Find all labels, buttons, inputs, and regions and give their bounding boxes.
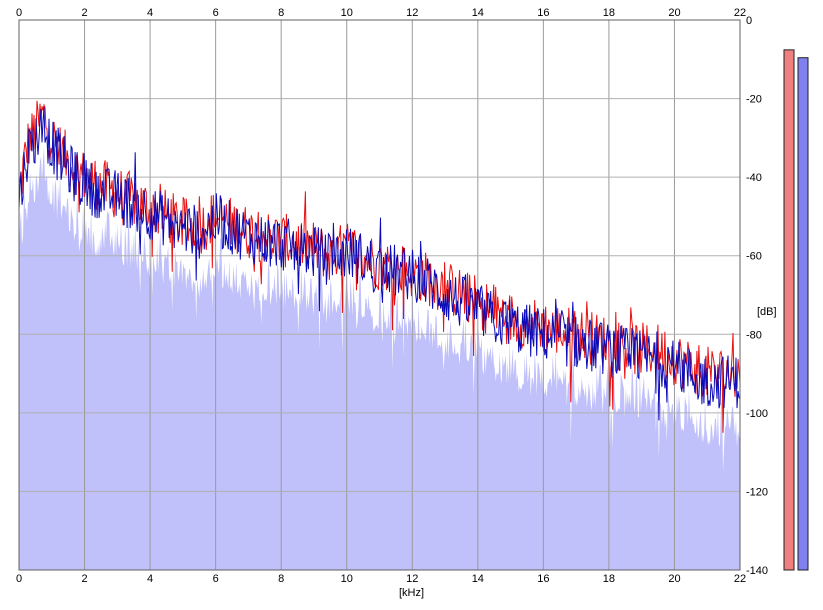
x-tick-label-top: 20 [668,7,680,19]
x-tick-label-top: 10 [341,7,353,19]
x-tick-label-bottom: 2 [81,573,87,585]
x-tick-label-bottom: 16 [537,573,549,585]
plot-area [18,19,741,571]
y-axis-unit-label: [dB] [757,306,777,318]
plot-border [18,19,741,571]
y-tick-label: 0 [746,15,752,27]
left-channel-meter [783,49,795,571]
y-tick-label: -20 [746,94,762,106]
x-tick-label-bottom: 14 [472,573,484,585]
x-tick-label-bottom: 8 [278,573,284,585]
x-tick-label-top: 6 [213,7,219,19]
x-tick-label-bottom: 12 [406,573,418,585]
x-tick-label-top: 22 [734,7,746,19]
x-tick-label-bottom: 6 [213,573,219,585]
y-tick-label: -80 [746,329,762,341]
x-tick-label-bottom: 0 [16,573,22,585]
y-tick-label: -100 [746,408,768,420]
y-tick-label: -120 [746,486,768,498]
x-tick-label-bottom: 18 [603,573,615,585]
y-tick-label: -140 [746,565,768,577]
x-axis-bottom: 0 2 4 6 8 10 12 14 16 18 20 22 [16,573,746,585]
y-axis-right: 0 -20 -40 -60 -80 -100 -120 -140 [746,15,768,577]
x-tick-label-bottom: 22 [734,573,746,585]
x-tick-label-top: 4 [147,7,153,19]
x-tick-label-bottom: 4 [147,573,153,585]
x-tick-label-bottom: 20 [668,573,680,585]
x-tick-label-bottom: 10 [341,573,353,585]
x-tick-label-top: 0 [16,7,22,19]
y-tick-label: -60 [746,251,762,263]
x-axis-top: 0 2 4 6 8 10 12 14 16 18 20 22 [16,7,746,19]
x-tick-label-top: 12 [406,7,418,19]
x-axis-unit-label: [kHz] [399,587,424,599]
right-channel-meter [797,57,809,571]
x-tick-label-top: 8 [278,7,284,19]
spectrum-series-line [18,106,741,421]
x-tick-label-top: 16 [537,7,549,19]
x-tick-label-top: 2 [81,7,87,19]
x-tick-label-top: 18 [603,7,615,19]
level-meters [783,49,809,571]
y-tick-label: -40 [746,172,762,184]
spectrum-area-fill [19,146,740,571]
x-tick-label-top: 14 [472,7,484,19]
